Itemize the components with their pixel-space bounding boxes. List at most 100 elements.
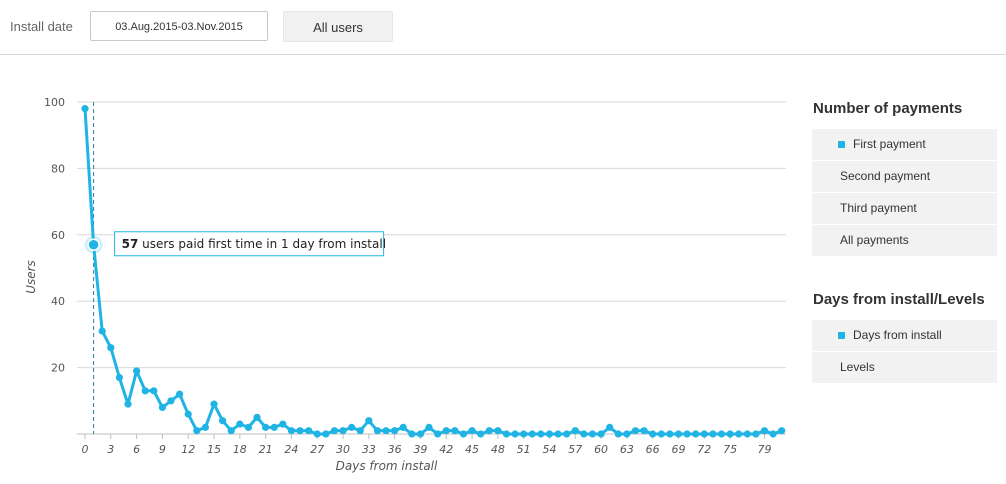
option-second-payment[interactable]: Second payment	[812, 161, 997, 192]
data-point	[451, 427, 459, 435]
option-first-payment[interactable]: First payment	[812, 129, 997, 160]
data-point	[133, 367, 141, 375]
data-point	[81, 105, 89, 113]
data-point	[296, 427, 304, 435]
data-point	[614, 430, 622, 438]
data-point	[778, 427, 786, 435]
option-all-payments[interactable]: All payments	[812, 225, 997, 256]
data-point	[434, 430, 442, 438]
option-label: Third payment	[840, 201, 917, 215]
data-point	[588, 430, 597, 438]
data-point	[158, 403, 167, 412]
data-point	[167, 397, 175, 405]
x-tick-label: 6	[133, 443, 140, 456]
y-axis-title: Users	[24, 260, 38, 294]
option-label: First payment	[853, 137, 926, 151]
data-point	[545, 430, 554, 438]
x-tick-label: 48	[491, 443, 505, 456]
option-label: Days from install	[853, 328, 942, 342]
x-axis-title: Days from install	[336, 459, 438, 473]
option-third-payment[interactable]: Third payment	[812, 193, 997, 224]
x-tick-label: 72	[697, 443, 711, 456]
data-point	[193, 427, 201, 435]
x-tick-label: 69	[671, 443, 685, 456]
install-date-label: Install date	[10, 19, 73, 34]
data-point	[270, 423, 278, 431]
data-point	[244, 423, 253, 431]
data-point	[330, 427, 339, 435]
data-point	[623, 430, 631, 438]
x-tick-label: 0	[82, 443, 89, 456]
data-point	[640, 427, 648, 435]
date-range-picker[interactable]: 03.Aug.2015-03.Nov.2015	[90, 11, 268, 41]
payments-panel-title: Number of payments	[813, 100, 963, 117]
payments-panel: Number of payments First payment Second …	[812, 100, 997, 257]
data-point	[176, 390, 184, 398]
option-label: Second payment	[840, 169, 931, 183]
selected-dot-icon	[838, 141, 845, 148]
data-point	[511, 430, 519, 438]
x-tick-label: 39	[413, 443, 427, 456]
data-point	[692, 430, 700, 438]
data-point	[459, 430, 468, 438]
data-point	[416, 430, 425, 438]
data-point	[262, 423, 270, 431]
data-point	[339, 427, 347, 435]
axis-mode-panel: Days from install/Levels Days from insta…	[812, 291, 997, 384]
data-point	[709, 430, 717, 438]
data-point	[322, 430, 330, 438]
data-point	[399, 423, 407, 431]
data-point	[184, 410, 192, 418]
x-tick-label: 42	[439, 443, 453, 456]
series-line	[83, 108, 783, 436]
option-label: Levels	[840, 360, 875, 374]
data-point	[425, 423, 433, 431]
x-tick-label: 36	[388, 443, 402, 456]
x-tick-label: 57	[568, 443, 582, 456]
data-point	[554, 430, 562, 438]
tooltip-count: 57	[122, 237, 139, 251]
x-tick-label: 27	[310, 443, 324, 456]
data-point	[537, 430, 545, 438]
data-point	[520, 430, 528, 438]
x-tick-label: 15	[207, 443, 221, 456]
data-point	[305, 427, 313, 435]
data-point	[760, 427, 769, 435]
x-tick-label: 66	[646, 443, 660, 456]
segment-button[interactable]: All users	[283, 11, 393, 42]
data-point	[253, 413, 261, 421]
data-point	[115, 373, 124, 382]
tooltip-box	[114, 231, 385, 257]
data-point	[141, 387, 149, 395]
data-point	[571, 427, 579, 435]
tooltip-text: 57 users paid first time in 1 day from i…	[122, 237, 386, 251]
data-point	[219, 417, 227, 425]
data-point	[666, 430, 674, 438]
x-tick-label: 51	[517, 443, 531, 456]
data-point	[502, 430, 511, 438]
data-point	[726, 430, 734, 438]
data-point	[236, 420, 244, 428]
data-point	[631, 427, 640, 435]
x-tick-label: 54	[542, 443, 556, 456]
option-days-from-install[interactable]: Days from install	[812, 320, 997, 351]
data-point	[442, 427, 450, 435]
x-tick-label: 79	[757, 443, 771, 456]
data-point	[735, 430, 743, 438]
option-levels[interactable]: Levels	[812, 352, 997, 383]
data-point	[408, 430, 416, 438]
x-tick-label: 21	[259, 443, 273, 456]
data-point	[287, 427, 296, 435]
x-tick-label: 60	[594, 443, 608, 456]
data-point	[227, 427, 235, 435]
tooltip-message: users paid first time in 1 day from inst…	[138, 237, 386, 251]
highlight-point	[87, 238, 100, 252]
filter-bar: Install date 03.Aug.2015-03.Nov.2015 All…	[0, 0, 1006, 55]
data-point	[580, 430, 588, 438]
data-point	[683, 430, 691, 438]
data-point	[769, 430, 777, 438]
x-tick-label: 45	[465, 443, 479, 456]
x-tick-label: 9	[159, 443, 166, 456]
y-tick-label: 60	[51, 229, 65, 242]
y-tick-label: 20	[51, 362, 65, 375]
